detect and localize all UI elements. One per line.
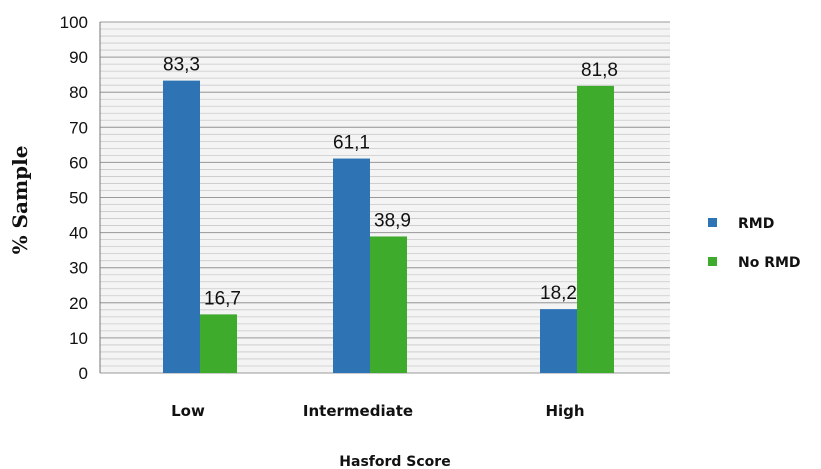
y-tick-label: 40 xyxy=(69,224,88,243)
y-tick-label: 70 xyxy=(69,118,88,137)
y-tick-label: 80 xyxy=(69,83,88,102)
x-axis-title: Hasford Score xyxy=(339,454,450,469)
legend: RMD No RMD xyxy=(708,216,801,271)
y-tick-label: 20 xyxy=(69,294,88,313)
legend-label: RMD xyxy=(738,216,774,232)
y-tick-label: 30 xyxy=(69,259,88,278)
y-tick-label: 50 xyxy=(69,189,88,208)
legend-swatch xyxy=(708,218,717,227)
y-axis-ticks: 0 10 20 30 40 50 60 70 80 90 100 xyxy=(60,13,88,383)
data-label: 83,3 xyxy=(163,55,200,76)
data-label: 81,8 xyxy=(581,60,618,81)
bar-no-rmd-low xyxy=(200,314,237,373)
y-tick-label: 60 xyxy=(69,153,88,172)
legend-label: No RMD xyxy=(738,255,801,271)
bar-no-rmd-high xyxy=(577,85,614,373)
data-label: 61,1 xyxy=(333,133,370,154)
bar-rmd-intermediate xyxy=(333,158,370,373)
data-labels: 83,3 16,7 61,1 38,9 18,2 81,8 xyxy=(163,55,618,310)
y-axis-title: % Sample xyxy=(8,146,32,255)
data-label: 18,2 xyxy=(540,283,577,304)
bars xyxy=(163,80,614,373)
x-axis-category-labels: Low Intermediate High xyxy=(171,402,584,420)
legend-swatch xyxy=(708,257,717,266)
bar-rmd-high xyxy=(540,309,577,373)
y-tick-label: 10 xyxy=(69,329,88,348)
data-label: 38,9 xyxy=(374,210,411,231)
y-tick-label: 0 xyxy=(79,364,88,383)
x-tick-label: Low xyxy=(171,402,205,420)
bar-rmd-low xyxy=(163,80,200,373)
x-tick-label: Intermediate xyxy=(303,402,413,420)
y-tick-label: 100 xyxy=(60,13,88,32)
bar-no-rmd-intermediate xyxy=(370,236,407,373)
x-tick-label: High xyxy=(545,402,584,420)
data-label: 16,7 xyxy=(204,288,241,309)
y-tick-label: 90 xyxy=(69,48,88,67)
